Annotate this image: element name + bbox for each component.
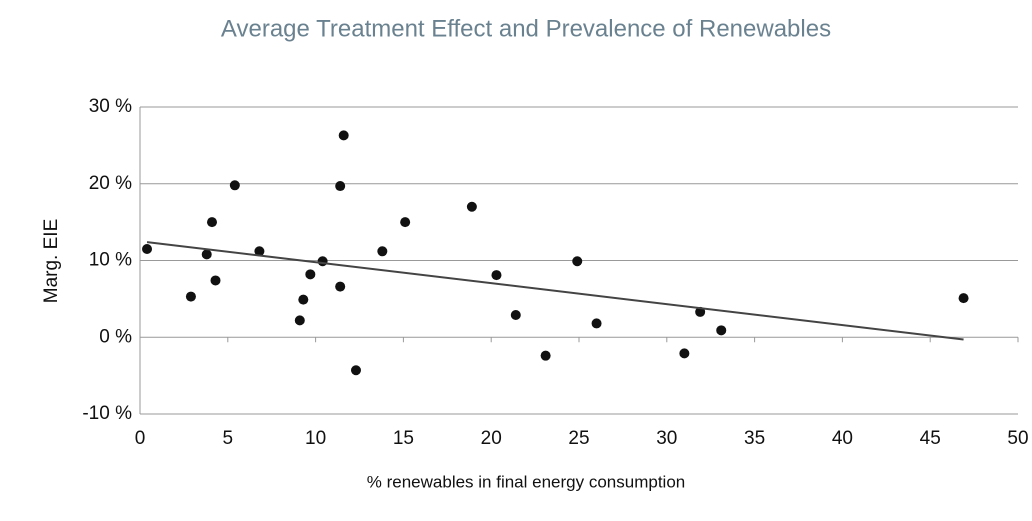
x-tick-label: 30 <box>656 428 677 449</box>
point <box>591 318 602 329</box>
y-tick-label: 30 % <box>89 96 132 117</box>
x-tick-label: 45 <box>920 428 941 449</box>
x-tick-label: 15 <box>393 428 414 449</box>
point <box>466 201 477 212</box>
y-tick-label: 10 % <box>89 250 132 271</box>
y-tick-label: 0 % <box>99 326 132 347</box>
x-tick-label: 25 <box>568 428 589 449</box>
point <box>185 291 196 302</box>
trend-line <box>146 241 964 341</box>
point <box>338 130 349 141</box>
point <box>206 217 217 228</box>
point <box>298 294 309 305</box>
point <box>142 243 153 254</box>
x-tick-label: 20 <box>481 428 502 449</box>
x-axis-label: % renewables in final energy consumption <box>367 472 685 491</box>
point <box>572 256 583 267</box>
point <box>335 181 346 192</box>
point <box>695 306 706 317</box>
x-tick-label: 35 <box>744 428 765 449</box>
point <box>491 270 502 281</box>
point <box>716 325 727 336</box>
x-tick-label: 50 <box>1007 428 1028 449</box>
point <box>540 350 551 361</box>
x-tick-label: 5 <box>223 428 234 449</box>
point <box>317 256 328 267</box>
point <box>335 281 346 292</box>
point <box>229 180 240 191</box>
point <box>210 275 221 286</box>
point <box>294 315 305 326</box>
point <box>510 309 521 320</box>
point <box>679 348 690 359</box>
x-tick-label: 10 <box>305 428 326 449</box>
x-tick-label: 40 <box>832 428 853 449</box>
y-axis-label: Marg. EIE <box>41 219 62 303</box>
point <box>201 249 212 260</box>
point <box>350 365 361 376</box>
point <box>305 269 316 280</box>
point <box>377 246 388 257</box>
y-tick-label: 20 % <box>89 173 132 194</box>
y-tick-label: -10 % <box>82 403 132 424</box>
point <box>958 293 969 304</box>
chart-title: Average Treatment Effect and Prevalence … <box>221 15 831 42</box>
point <box>254 246 265 257</box>
x-tick-label: 0 <box>135 428 146 449</box>
point <box>400 217 411 228</box>
